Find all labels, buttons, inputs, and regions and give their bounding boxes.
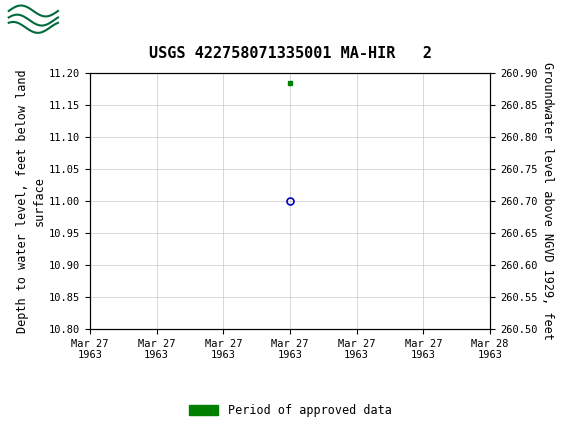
Text: USGS: USGS: [70, 8, 133, 28]
Text: USGS 422758071335001 MA-HIR   2: USGS 422758071335001 MA-HIR 2: [148, 46, 432, 61]
Y-axis label: Depth to water level, feet below land
surface: Depth to water level, feet below land su…: [16, 69, 46, 333]
Y-axis label: Groundwater level above NGVD 1929, feet: Groundwater level above NGVD 1929, feet: [542, 62, 554, 340]
Legend: Period of approved data: Period of approved data: [184, 399, 396, 422]
Bar: [6, 3, 61, 33]
